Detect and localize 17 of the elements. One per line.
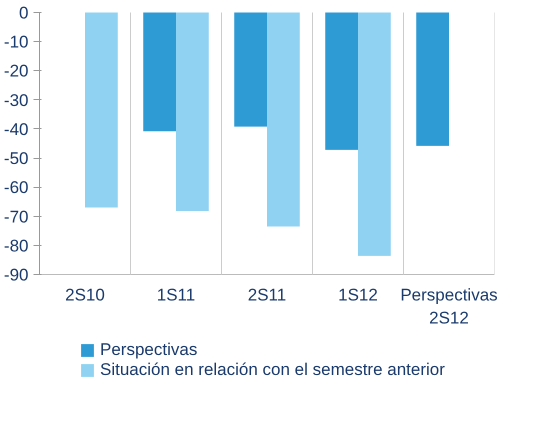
y-tick-label: -40 xyxy=(4,120,29,139)
y-tick-label: -60 xyxy=(4,178,29,198)
y-tick-label: -30 xyxy=(4,90,29,110)
y-tick-label: -10 xyxy=(4,32,29,52)
y-tick-label: 0 xyxy=(19,4,29,22)
x-tick-label: 1S11 xyxy=(156,286,196,304)
y-tick-label: -90 xyxy=(4,266,29,284)
x-tick-label: 2S10 xyxy=(65,286,105,304)
y-tick-label: -50 xyxy=(4,149,29,168)
legend-label: Situación en relación con el semestre anterior xyxy=(100,360,445,380)
x-tick-label: 2S11 xyxy=(248,286,286,304)
y-tick-label: -20 xyxy=(4,62,29,81)
x-tick-label: 1S12 xyxy=(338,286,378,304)
x-tick-label: Perspectivas 2S12 xyxy=(400,286,498,328)
y-tick-label: -70 xyxy=(4,207,29,226)
y-tick-label: -80 xyxy=(4,236,29,256)
legend-label: Perspectivas xyxy=(100,340,198,360)
